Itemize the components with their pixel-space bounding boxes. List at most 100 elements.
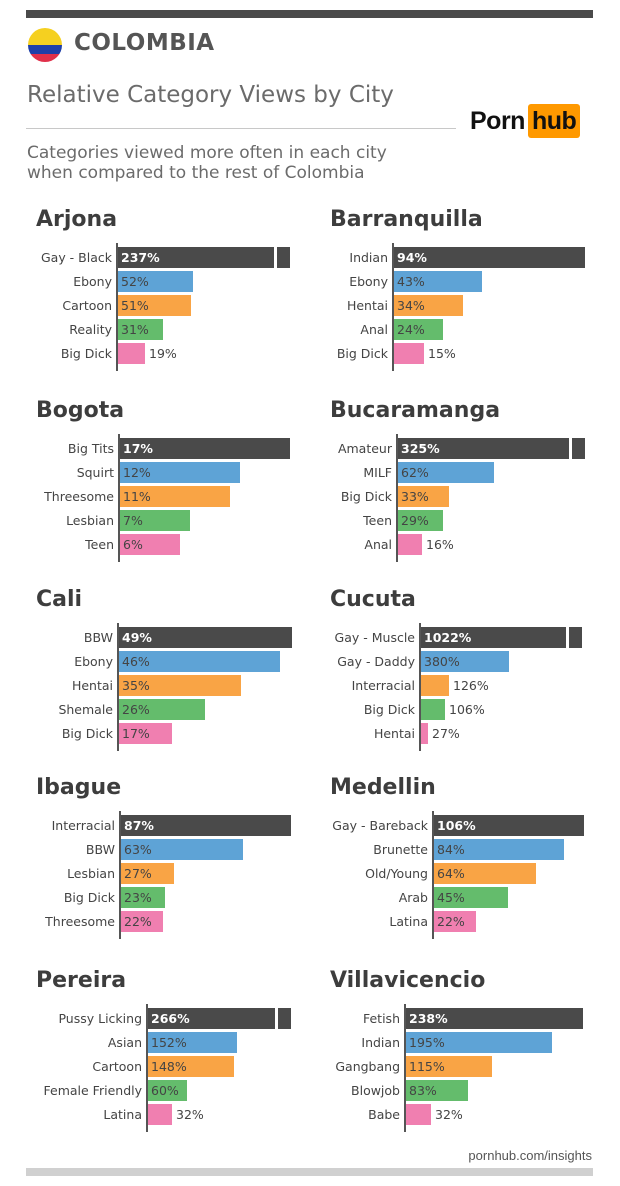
category-label: BBW: [83, 630, 113, 645]
category-label: Big Dick: [363, 702, 415, 717]
value-label: 84%: [437, 842, 465, 857]
value-label: 31%: [121, 322, 149, 337]
category-label: Interracial: [51, 818, 115, 833]
bar-rank-1: [118, 247, 290, 268]
value-label: 6%: [123, 537, 143, 552]
category-label: Arab: [398, 890, 428, 905]
value-label: 380%: [424, 654, 460, 669]
bar-rank-5: [118, 343, 145, 364]
category-label: Gay - Muscle: [334, 630, 415, 645]
city-title: Cucuta: [330, 587, 416, 612]
value-label: 12%: [123, 465, 151, 480]
category-label: Cartoon: [62, 298, 112, 313]
category-label: Hentai: [373, 726, 415, 741]
city-title: Medellin: [330, 775, 436, 800]
city-title: Barranquilla: [330, 207, 483, 232]
category-label: Lesbian: [67, 866, 115, 881]
value-label: 51%: [121, 298, 149, 313]
city-title: Arjona: [36, 207, 118, 232]
category-label: Latina: [103, 1107, 142, 1122]
value-label: 43%: [397, 274, 425, 289]
axis-break-gap: [566, 627, 569, 648]
value-label: 238%: [409, 1011, 448, 1026]
category-label: Indian: [349, 250, 388, 265]
city-panel-bogota: Bogota Big Tits 17% Squirt 12% Threesome 11% Le…: [36, 398, 306, 568]
description-line-2: when compared to the rest of Colombia: [27, 163, 365, 183]
category-label: Female Friendly: [43, 1083, 142, 1098]
value-label: 24%: [397, 322, 425, 337]
value-label: 64%: [437, 866, 465, 881]
value-label: 17%: [122, 726, 150, 741]
bar-rank-1: [121, 815, 291, 836]
bar-rank-4: [120, 510, 190, 531]
chart-axis: [396, 434, 398, 562]
city-title: Pereira: [36, 968, 127, 993]
category-label: Brunette: [373, 842, 428, 857]
category-label: Big Dick: [61, 726, 113, 741]
category-label: Gay - Black: [40, 250, 112, 265]
value-label: 15%: [428, 346, 456, 361]
value-label: 115%: [409, 1059, 445, 1074]
value-label: 34%: [397, 298, 425, 313]
bar-rank-3: [394, 295, 463, 316]
logo-text-hub: hub: [527, 104, 581, 138]
bar-rank-1: [394, 247, 585, 268]
value-label: 63%: [124, 842, 152, 857]
bar-rank-2: [118, 271, 193, 292]
value-label: 152%: [151, 1035, 187, 1050]
pornhub-logo: Porn hub: [470, 104, 581, 138]
bar-rank-3: [121, 863, 174, 884]
bar-rank-5: [434, 911, 476, 932]
bar-rank-3: [148, 1056, 234, 1077]
category-label: Threesome: [44, 489, 114, 504]
category-label: Gay - Daddy: [337, 654, 415, 669]
bar-rank-3: [421, 675, 449, 696]
category-label: Teen: [85, 537, 114, 552]
category-label: BBW: [85, 842, 115, 857]
bar-rank-2: [406, 1032, 552, 1053]
value-label: 23%: [124, 890, 152, 905]
category-label: Asian: [107, 1035, 142, 1050]
bar-rank-4: [148, 1080, 187, 1101]
bar-rank-2: [434, 839, 564, 860]
value-label: 46%: [122, 654, 150, 669]
value-label: 32%: [435, 1107, 463, 1122]
bar-rank-4: [434, 887, 508, 908]
bar-rank-4: [121, 887, 165, 908]
colombia-flag-icon: [28, 28, 62, 62]
category-label: Cartoon: [92, 1059, 142, 1074]
city-panel-medellin: Medellin Gay - Bareback 106% Brunette 84% Old…: [330, 775, 600, 945]
city-panel-villavicencio: Villavicencio Fetish 238% Indian 195% Gangban…: [330, 968, 600, 1138]
category-label: Shemale: [58, 702, 113, 717]
value-label: 83%: [409, 1083, 437, 1098]
category-label: Gangbang: [335, 1059, 400, 1074]
axis-break-gap: [569, 438, 572, 459]
bar-rank-5: [119, 723, 172, 744]
value-label: 87%: [124, 818, 154, 833]
country-title: COLOMBIA: [74, 30, 215, 56]
category-label: Big Dick: [340, 489, 392, 504]
city-title: Villavicencio: [330, 968, 486, 993]
category-label: Lesbian: [66, 513, 114, 528]
bar-rank-1: [119, 627, 292, 648]
value-label: 60%: [151, 1083, 179, 1098]
bar-rank-3: [119, 675, 241, 696]
bar-rank-5: [421, 723, 428, 744]
page-title: Relative Category Views by City: [27, 82, 394, 108]
value-label: 22%: [437, 914, 465, 929]
city-panel-pereira: Pereira Pussy Licking 266% Asian 152% Cartoon…: [36, 968, 306, 1138]
description-line-1: Categories viewed more often in each cit…: [27, 143, 387, 163]
chart-description: Categories viewed more often in each cit…: [27, 143, 387, 183]
city-title: Bogota: [36, 398, 125, 423]
category-label: Gay - Bareback: [332, 818, 428, 833]
value-label: 26%: [122, 702, 150, 717]
category-label: Big Dick: [63, 890, 115, 905]
bar-rank-5: [148, 1104, 172, 1125]
footer-link[interactable]: pornhub.com/insights: [468, 1148, 592, 1163]
chart-axis: [119, 811, 121, 939]
bar-rank-1: [398, 438, 585, 459]
bar-rank-3: [434, 863, 536, 884]
city-panel-bucaramanga: Bucaramanga Amateur 325% MILF 62% Big Dick 33%…: [330, 398, 600, 568]
bar-rank-3: [118, 295, 191, 316]
value-label: 27%: [432, 726, 460, 741]
